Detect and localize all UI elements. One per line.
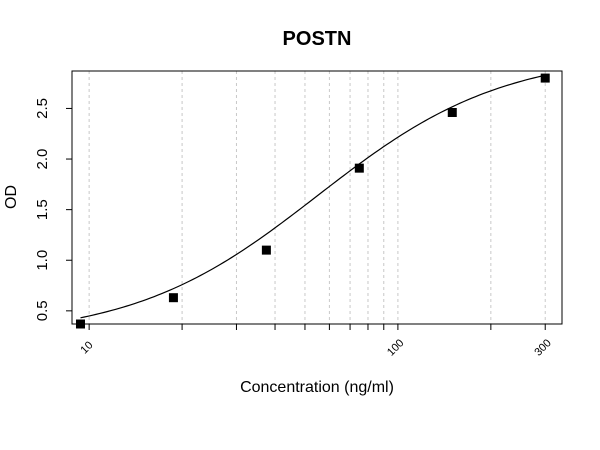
x-tick-label: 300 bbox=[532, 337, 553, 358]
data-point bbox=[447, 107, 457, 117]
data-point bbox=[261, 245, 271, 255]
points-layer bbox=[75, 73, 550, 329]
y-axis-label: OD bbox=[3, 185, 20, 209]
y-tick-label: 1.5 bbox=[34, 199, 51, 220]
x-axis-label: Concentration (ng/ml) bbox=[240, 379, 394, 396]
y-tick-label: 0.5 bbox=[34, 300, 51, 321]
chart-title: POSTN bbox=[283, 28, 352, 50]
fit-curve bbox=[80, 74, 546, 319]
data-point bbox=[354, 163, 364, 173]
ticks-layer: 10 100 300 0.5 1.0 1.5 2.0 2.5 bbox=[34, 98, 554, 359]
y-tick-label: 1.0 bbox=[34, 250, 51, 271]
y-tick-label: 2.0 bbox=[34, 149, 51, 170]
grid-layer bbox=[88, 71, 546, 324]
x-tick-label: 10 bbox=[78, 339, 95, 356]
data-point bbox=[540, 73, 550, 83]
x-tick-label: 100 bbox=[385, 337, 406, 358]
y-tick-label: 2.5 bbox=[34, 98, 51, 119]
data-point bbox=[168, 293, 178, 303]
plot-frame bbox=[71, 70, 563, 325]
